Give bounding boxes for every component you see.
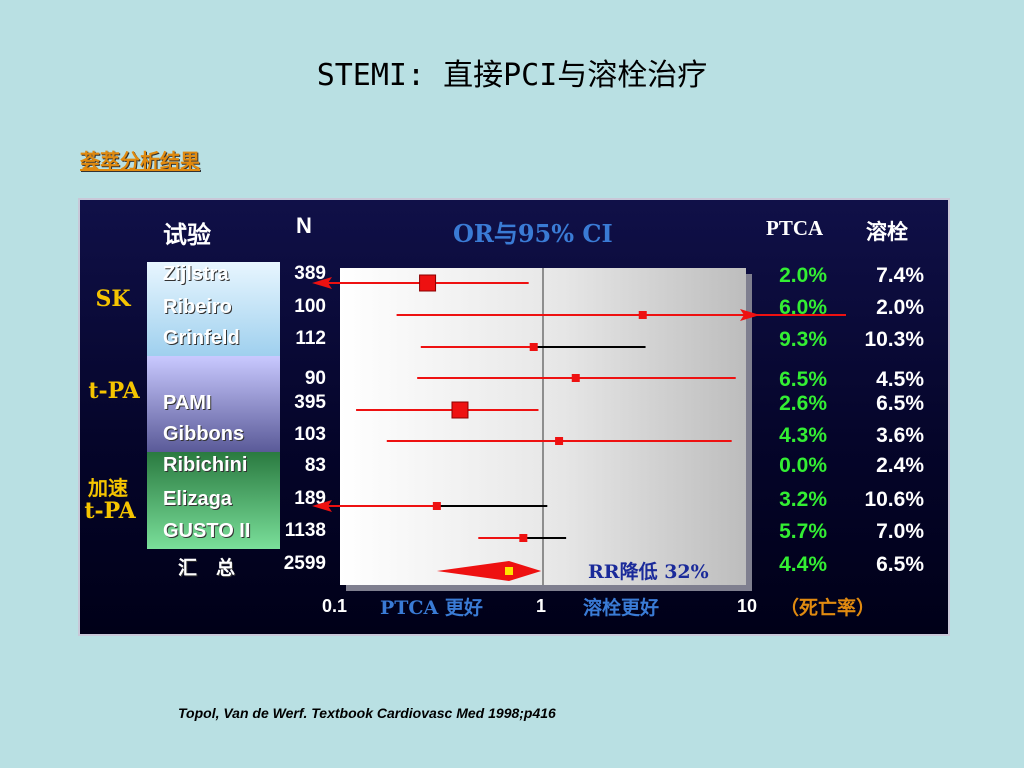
- ptca-ribeiro: 6.0%: [779, 296, 827, 319]
- mortality-label: （死亡率）: [780, 597, 876, 619]
- n-pami: 395: [294, 392, 326, 413]
- lysis-grinfeld: 10.3%: [864, 328, 924, 351]
- lysis-tpa-first: 4.5%: [876, 368, 924, 391]
- ptca-grinfeld: 9.3%: [779, 328, 827, 351]
- n-elizaga: 189: [294, 488, 326, 509]
- axis-right-label: 溶栓更好: [583, 597, 660, 619]
- trial-name-zijlstra: Zijlstra: [163, 263, 229, 285]
- ptca-ribichini: 0.0%: [779, 454, 827, 477]
- n-tpa-first: 90: [304, 368, 326, 389]
- n-gibbons: 103: [294, 424, 326, 445]
- tpa-group-background: [147, 356, 280, 452]
- trial-name-ribeiro: Ribeiro: [163, 296, 232, 318]
- n-ribichini: 83: [304, 455, 326, 476]
- n-total: 2599: [283, 553, 326, 574]
- trial-name-elizaga: Elizaga: [163, 488, 232, 510]
- lysis-gusto: 7.0%: [876, 520, 924, 543]
- ptca-tpa-first: 6.5%: [779, 368, 827, 391]
- tick-1: 1: [536, 596, 547, 616]
- ptca-gibbons: 4.3%: [779, 424, 827, 447]
- n-ribeiro: 100: [294, 296, 326, 317]
- summary-label: 汇 总: [178, 557, 236, 579]
- ptca-elizaga: 3.2%: [779, 488, 827, 511]
- trial-name-gusto: GUSTO II: [163, 520, 251, 542]
- page-title: STEMI: 直接PCI与溶栓治疗: [316, 58, 708, 93]
- trial-name-grinfeld: Grinfeld: [163, 327, 240, 349]
- group-label-accel-tpa-line2: t-PA: [84, 498, 136, 524]
- ptca-zijlstra: 2.0%: [779, 264, 827, 287]
- group-label-tpa: t-PA: [88, 378, 140, 404]
- ptca-pami: 2.6%: [779, 392, 827, 415]
- n-gusto: 1138: [284, 520, 326, 541]
- accel-tpa-group-background: [147, 452, 280, 549]
- header-lysis: 溶栓: [866, 219, 908, 244]
- axis-left-label: PTCA 更好: [380, 597, 483, 619]
- citation: Topol, Van de Werf. Textbook Cardiovasc …: [178, 705, 556, 721]
- lysis-gibbons: 3.6%: [876, 424, 924, 447]
- sk-group-background: [147, 262, 280, 356]
- lysis-ribeiro: 2.0%: [876, 296, 924, 319]
- subtitle: 荟萃分析结果: [80, 149, 200, 173]
- trial-name-gibbons: Gibbons: [163, 423, 245, 445]
- rr-reduction-label: RR降低 32%: [588, 561, 709, 583]
- lysis-elizaga: 10.6%: [864, 488, 924, 511]
- group-label-sk: SK: [95, 286, 131, 312]
- tick-0-1: 0.1: [322, 596, 348, 616]
- trial-name-ribichini: Ribichini: [163, 454, 248, 476]
- n-grinfeld: 112: [295, 328, 326, 349]
- lysis-pami: 6.5%: [876, 392, 924, 415]
- header-ptca: PTCA: [766, 216, 824, 240]
- n-zijlstra: 389: [294, 263, 326, 284]
- ptca-total: 4.4%: [779, 553, 827, 576]
- group-label-accel-tpa-line1: 加速: [88, 476, 128, 500]
- trial-name-pami: PAMI: [163, 392, 212, 414]
- header-trial: 试验: [163, 220, 211, 249]
- tick-10: 10: [737, 596, 758, 616]
- lysis-total: 6.5%: [876, 553, 924, 576]
- header-n: N: [296, 213, 312, 238]
- lysis-ribichini: 2.4%: [876, 454, 924, 477]
- ptca-gusto: 5.7%: [779, 520, 827, 543]
- header-ci: OR与95% CI: [453, 219, 613, 248]
- lysis-zijlstra: 7.4%: [876, 264, 924, 287]
- plot-area: [340, 268, 746, 585]
